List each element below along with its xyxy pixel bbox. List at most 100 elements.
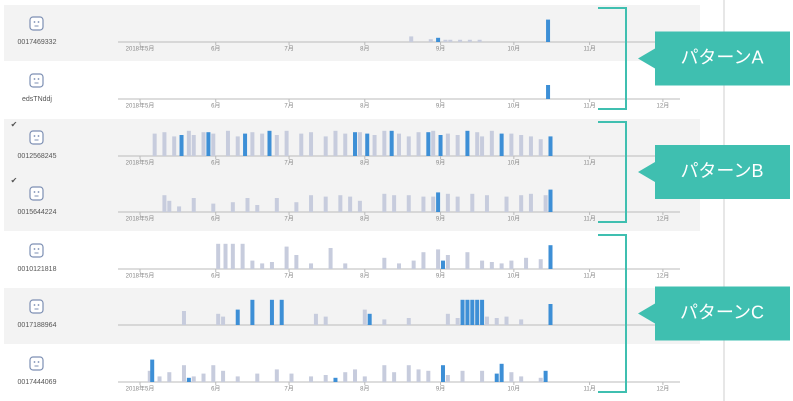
icon-frame	[29, 130, 44, 145]
bar	[357, 132, 362, 156]
icon-eye	[33, 248, 36, 250]
x-tick-label: 6月	[211, 103, 220, 110]
bar	[284, 130, 289, 156]
bar	[519, 135, 524, 156]
bar	[284, 246, 289, 269]
x-tick-label: 2018年5月	[126, 272, 155, 280]
x-tick-label: 10月	[507, 160, 520, 167]
x-tick-label: 7月	[284, 273, 293, 280]
bar	[448, 39, 453, 42]
icon-eye	[33, 21, 36, 23]
bar	[445, 133, 450, 156]
label-box	[638, 145, 790, 199]
x-tick-label: 11月	[583, 273, 595, 280]
bar	[528, 136, 533, 156]
x-tick-label: 8月	[360, 160, 369, 167]
bar	[546, 19, 551, 42]
x-tick-label: 10月	[507, 216, 520, 223]
x-tick-label: 10月	[507, 386, 520, 393]
bar	[421, 252, 426, 269]
check-mark: ✔	[11, 120, 18, 129]
bar	[353, 369, 358, 382]
bar	[177, 206, 182, 212]
icon-eye	[33, 361, 36, 363]
x-tick-label: 9月	[436, 386, 445, 393]
x-tick-label: 7月	[284, 103, 293, 110]
bar	[494, 373, 499, 382]
bar	[443, 39, 448, 42]
bar	[223, 243, 228, 269]
bar	[201, 373, 206, 382]
bar	[509, 372, 514, 382]
bar	[230, 202, 235, 212]
bar	[235, 136, 240, 156]
bar	[489, 262, 494, 269]
x-tick-label: 7月	[284, 216, 293, 223]
bar	[445, 313, 450, 325]
icon-eye	[37, 361, 40, 363]
icon-eye	[37, 248, 40, 250]
bar	[255, 373, 260, 382]
bar	[382, 257, 387, 269]
bar	[235, 309, 240, 325]
bar	[504, 316, 509, 325]
bar	[406, 365, 411, 382]
bar	[392, 195, 397, 212]
user-icon	[29, 73, 44, 88]
bar	[147, 370, 152, 382]
bar	[489, 130, 494, 156]
bar	[428, 39, 433, 42]
icon-eye	[33, 135, 36, 137]
bar	[181, 365, 186, 382]
user-icon	[29, 356, 44, 371]
bar	[460, 370, 465, 382]
user-id: 0017444069	[18, 379, 57, 386]
bar	[397, 263, 401, 269]
bar	[323, 136, 328, 156]
icon-frame	[29, 16, 44, 31]
bar	[152, 133, 157, 156]
bar	[186, 377, 191, 382]
bar	[460, 299, 465, 325]
user-icon	[29, 243, 44, 258]
bar	[167, 372, 172, 382]
bar	[274, 198, 279, 212]
x-tick-label: 10月	[507, 103, 520, 110]
bracket	[598, 234, 627, 393]
bar	[167, 200, 172, 212]
bar	[397, 133, 401, 156]
bar	[245, 198, 250, 212]
x-tick-label: 9月	[436, 216, 445, 223]
bar	[455, 196, 460, 212]
x-tick-label: 8月	[360, 386, 369, 393]
x-tick-label: 7月	[284, 386, 293, 393]
user-id: 0012568245	[18, 153, 57, 160]
label-box	[638, 286, 790, 341]
pattern-label: パターンC	[680, 302, 764, 322]
x-tick-label: 12月	[657, 386, 670, 393]
bar	[445, 375, 450, 382]
bar	[181, 311, 186, 325]
x-tick-label: 9月	[436, 273, 445, 280]
bar	[392, 372, 397, 382]
bar	[546, 85, 551, 99]
bar	[255, 205, 260, 212]
bar	[484, 316, 489, 325]
bar	[157, 376, 162, 382]
bar	[279, 299, 284, 325]
bar	[372, 135, 377, 156]
bar	[480, 299, 485, 325]
bar	[538, 259, 543, 269]
bar	[480, 260, 485, 269]
x-tick-label: 8月	[360, 103, 369, 110]
x-tick-label: 8月	[360, 46, 369, 53]
bar	[509, 260, 514, 269]
bar	[470, 299, 475, 325]
bar	[309, 132, 314, 156]
user-id: 0010121818	[18, 266, 57, 273]
bar	[543, 195, 548, 212]
bar	[294, 255, 299, 269]
icon-eye	[33, 191, 36, 193]
bar	[343, 372, 348, 382]
bar	[465, 299, 470, 325]
